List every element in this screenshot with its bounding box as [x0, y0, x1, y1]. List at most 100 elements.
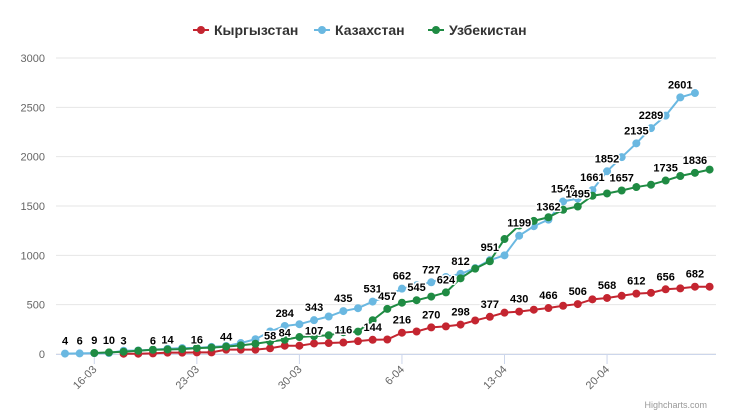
- data-point[interactable]: [441, 272, 450, 281]
- data-point[interactable]: [75, 349, 84, 358]
- data-point[interactable]: [383, 304, 392, 313]
- data-point[interactable]: [676, 172, 685, 181]
- data-point[interactable]: [573, 194, 582, 203]
- data-point[interactable]: [310, 316, 319, 325]
- data-point[interactable]: [339, 338, 348, 347]
- data-point[interactable]: [515, 307, 524, 316]
- data-point[interactable]: [310, 339, 319, 348]
- data-point[interactable]: [647, 288, 655, 297]
- data-point[interactable]: [588, 191, 597, 200]
- data-point[interactable]: [661, 176, 670, 185]
- data-point[interactable]: [456, 320, 465, 329]
- data-point[interactable]: [500, 251, 509, 260]
- series-1[interactable]: [61, 89, 699, 358]
- data-point[interactable]: [178, 345, 187, 354]
- data-point[interactable]: [324, 339, 333, 348]
- data-point[interactable]: [163, 345, 172, 354]
- data-point[interactable]: [588, 186, 597, 195]
- data-point[interactable]: [573, 202, 582, 211]
- data-point[interactable]: [427, 278, 436, 287]
- data-point[interactable]: [134, 346, 143, 355]
- legend-item[interactable]: Казахстан: [314, 22, 405, 38]
- data-point[interactable]: [471, 264, 480, 273]
- data-point[interactable]: [310, 332, 319, 341]
- data-point[interactable]: [339, 307, 348, 316]
- data-point[interactable]: [354, 304, 362, 313]
- data-point[interactable]: [280, 321, 289, 330]
- data-point[interactable]: [500, 235, 509, 244]
- data-point[interactable]: [485, 312, 494, 321]
- data-point[interactable]: [647, 124, 655, 133]
- legend-item[interactable]: Узбекистан: [428, 22, 527, 38]
- data-point[interactable]: [324, 331, 333, 340]
- data-point[interactable]: [368, 316, 377, 325]
- data-point[interactable]: [354, 327, 362, 336]
- data-point[interactable]: [632, 139, 641, 148]
- data-point[interactable]: [485, 257, 494, 266]
- data-point[interactable]: [690, 168, 699, 177]
- data-point[interactable]: [690, 282, 699, 291]
- data-point[interactable]: [603, 293, 612, 302]
- data-point[interactable]: [544, 213, 553, 222]
- data-point[interactable]: [647, 180, 655, 189]
- data-point[interactable]: [559, 301, 568, 310]
- data-point[interactable]: [603, 167, 612, 176]
- data-point[interactable]: [500, 308, 509, 317]
- data-point[interactable]: [617, 153, 626, 162]
- data-point[interactable]: [383, 335, 392, 344]
- data-point[interactable]: [148, 345, 157, 354]
- data-point[interactable]: [383, 292, 392, 301]
- data-point[interactable]: [266, 327, 275, 336]
- data-point[interactable]: [515, 231, 524, 240]
- data-point[interactable]: [295, 320, 304, 329]
- data-point[interactable]: [90, 349, 99, 358]
- data-point[interactable]: [676, 93, 685, 102]
- data-point[interactable]: [529, 216, 538, 225]
- data-point[interactable]: [119, 347, 128, 356]
- data-point[interactable]: [339, 328, 348, 337]
- legend-item[interactable]: Кыргызстан: [193, 22, 298, 38]
- data-point[interactable]: [632, 183, 641, 192]
- data-point[interactable]: [104, 348, 113, 357]
- data-point[interactable]: [617, 186, 626, 195]
- data-point[interactable]: [412, 281, 421, 290]
- data-point[interactable]: [354, 337, 362, 346]
- data-point[interactable]: [295, 333, 304, 342]
- data-point[interactable]: [544, 304, 553, 313]
- data-point[interactable]: [456, 274, 465, 283]
- data-point[interactable]: [61, 349, 69, 358]
- data-point[interactable]: [207, 343, 216, 352]
- data-point[interactable]: [397, 328, 406, 337]
- data-point[interactable]: [222, 342, 231, 351]
- data-point[interactable]: [266, 344, 275, 353]
- data-point[interactable]: [368, 297, 377, 306]
- series-2[interactable]: [90, 165, 714, 358]
- series-0[interactable]: [119, 282, 714, 358]
- data-point[interactable]: [705, 282, 714, 291]
- data-point[interactable]: [280, 341, 289, 350]
- data-point[interactable]: [515, 221, 524, 230]
- data-point[interactable]: [324, 312, 333, 321]
- data-point[interactable]: [529, 305, 538, 314]
- credits-label[interactable]: Highcharts.com: [644, 400, 707, 410]
- data-point[interactable]: [705, 165, 714, 174]
- data-point[interactable]: [441, 322, 450, 331]
- data-point[interactable]: [251, 339, 260, 348]
- data-point[interactable]: [412, 327, 421, 336]
- data-point[interactable]: [368, 335, 377, 344]
- data-point[interactable]: [427, 323, 436, 332]
- data-point[interactable]: [617, 291, 626, 300]
- data-point[interactable]: [471, 316, 480, 325]
- data-point[interactable]: [573, 300, 582, 309]
- data-point[interactable]: [588, 295, 597, 304]
- data-point[interactable]: [236, 341, 245, 350]
- data-point[interactable]: [397, 284, 406, 293]
- data-point[interactable]: [661, 285, 670, 294]
- data-point[interactable]: [251, 345, 260, 354]
- data-point[interactable]: [661, 111, 670, 120]
- data-point[interactable]: [192, 344, 201, 353]
- data-point[interactable]: [295, 341, 304, 350]
- data-point[interactable]: [412, 296, 421, 305]
- data-point[interactable]: [441, 288, 450, 297]
- data-point[interactable]: [676, 284, 685, 293]
